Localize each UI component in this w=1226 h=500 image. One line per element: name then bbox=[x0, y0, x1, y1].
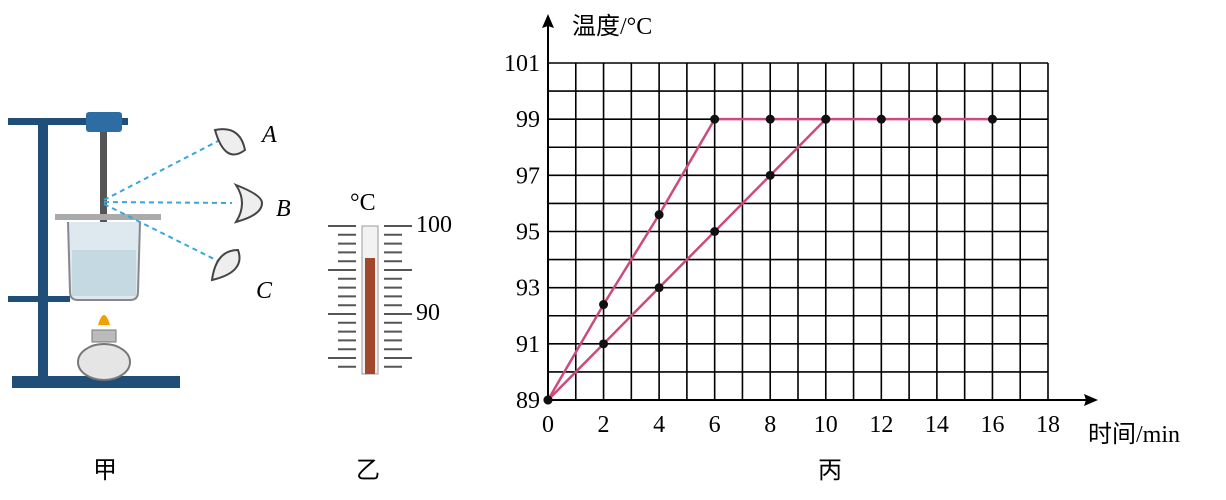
data-point bbox=[710, 114, 720, 124]
data-point bbox=[543, 395, 553, 405]
x-tick-label: 4 bbox=[653, 412, 665, 438]
x-tick-label: 10 bbox=[814, 412, 838, 438]
x-tick-label: 0 bbox=[542, 412, 554, 438]
series-line bbox=[547, 118, 827, 401]
unit-label: °C bbox=[350, 190, 376, 216]
data-point bbox=[654, 210, 664, 220]
eyes bbox=[210, 128, 264, 282]
thermometer-rod bbox=[100, 132, 107, 292]
water bbox=[72, 250, 136, 296]
data-point bbox=[654, 283, 664, 293]
data-point bbox=[599, 300, 609, 310]
ring-arm bbox=[8, 296, 70, 302]
y-tick-label: 97 bbox=[516, 163, 540, 189]
eye-label: B bbox=[276, 196, 291, 222]
y-tick-label: 99 bbox=[516, 107, 540, 133]
stand-pole bbox=[38, 118, 48, 378]
scale-label: 90 bbox=[416, 300, 440, 326]
flame bbox=[98, 315, 110, 325]
data-point bbox=[765, 114, 775, 124]
y-tick-label: 95 bbox=[516, 220, 540, 246]
burner bbox=[77, 343, 131, 381]
y-tick-label: 101 bbox=[504, 51, 540, 77]
data-point bbox=[987, 114, 997, 124]
data-point bbox=[765, 170, 775, 180]
caption: 甲 bbox=[93, 458, 117, 484]
x-tick-label: 18 bbox=[1036, 412, 1060, 438]
x-axis-arrow bbox=[1084, 394, 1098, 406]
x-tick-label: 12 bbox=[869, 412, 893, 438]
data-point bbox=[599, 339, 609, 349]
y-axis-label: 温度/°C bbox=[572, 13, 652, 40]
x-tick-label: 14 bbox=[925, 412, 949, 438]
x-axis-label: 时间/min bbox=[1088, 421, 1180, 448]
y-tick-label: 93 bbox=[516, 276, 540, 302]
data-point bbox=[710, 227, 720, 236]
clamp bbox=[86, 112, 122, 132]
apparatus: A B C 甲 bbox=[8, 112, 291, 484]
scale-label: 100 bbox=[416, 212, 452, 238]
lid bbox=[55, 214, 161, 220]
stand-base bbox=[12, 376, 180, 388]
y-tick-label: 91 bbox=[516, 332, 540, 358]
x-tick-label: 8 bbox=[764, 412, 776, 438]
x-tick-label: 6 bbox=[709, 412, 721, 438]
caption: 丙 bbox=[818, 458, 842, 484]
eye-label: A bbox=[260, 122, 277, 148]
stand-arm bbox=[8, 118, 128, 125]
eye-label: C bbox=[256, 278, 273, 304]
data-point bbox=[932, 114, 942, 124]
caption: 乙 bbox=[356, 458, 380, 484]
thermometer: °C 100 90 乙 bbox=[328, 190, 452, 484]
liquid-column bbox=[365, 258, 375, 374]
sight-lines bbox=[103, 139, 233, 263]
x-tick-label: 16 bbox=[980, 412, 1004, 438]
data-point bbox=[821, 114, 831, 124]
y-tick-label: 89 bbox=[516, 388, 540, 414]
data-point bbox=[876, 114, 886, 124]
y-axis-arrow bbox=[542, 14, 554, 28]
burner-neck bbox=[91, 329, 117, 343]
x-tick-label: 2 bbox=[598, 412, 610, 438]
